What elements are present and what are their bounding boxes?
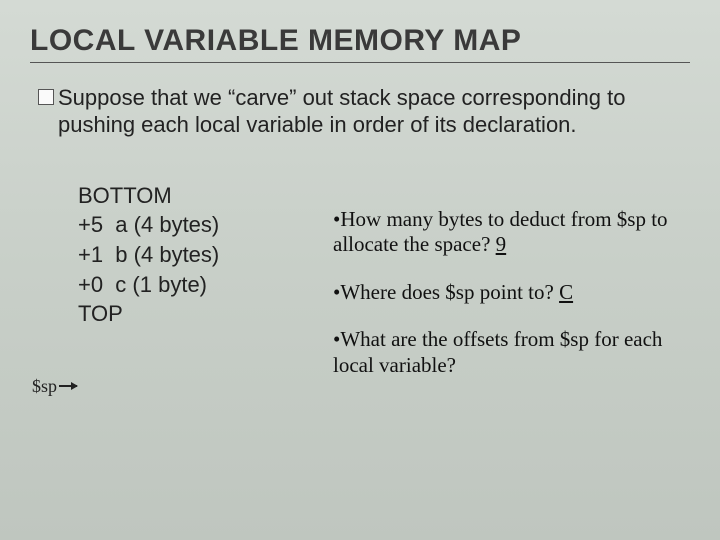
question-item: •What are the offsets from $sp for each … [333, 327, 690, 378]
map-line: +5 a (4 bytes) [78, 210, 285, 240]
intro-text: Suppose that we “carve” out stack space … [58, 85, 690, 139]
question-item: •Where does $sp point to? C [333, 280, 690, 306]
map-line: TOP [78, 299, 285, 329]
bullet-box-icon [38, 89, 54, 105]
content-columns: BOTTOM +5 a (4 bytes) +1 b (4 bytes) +0 … [30, 181, 690, 401]
map-line: +0 c (1 byte) [78, 270, 285, 300]
map-line: BOTTOM [78, 181, 285, 211]
memory-map-column: BOTTOM +5 a (4 bytes) +1 b (4 bytes) +0 … [50, 181, 285, 401]
answer-text: 9 [496, 232, 507, 256]
answer-text: C [559, 280, 573, 304]
memory-map: BOTTOM +5 a (4 bytes) +1 b (4 bytes) +0 … [50, 181, 285, 329]
arrow-right-icon [59, 385, 77, 387]
sp-label-text: $sp [32, 376, 57, 397]
sp-pointer: $sp [32, 376, 77, 397]
slide-title: LOCAL VARIABLE MEMORY MAP [30, 24, 690, 63]
question-text: What are the offsets from $sp for each l… [333, 327, 662, 377]
slide: LOCAL VARIABLE MEMORY MAP Suppose that w… [0, 0, 720, 540]
question-item: •How many bytes to deduct from $sp to al… [333, 207, 690, 258]
map-line: +1 b (4 bytes) [78, 240, 285, 270]
question-text: Where does $sp point to? [340, 280, 559, 304]
intro-row: Suppose that we “carve” out stack space … [30, 85, 690, 139]
questions-column: •How many bytes to deduct from $sp to al… [333, 181, 690, 401]
